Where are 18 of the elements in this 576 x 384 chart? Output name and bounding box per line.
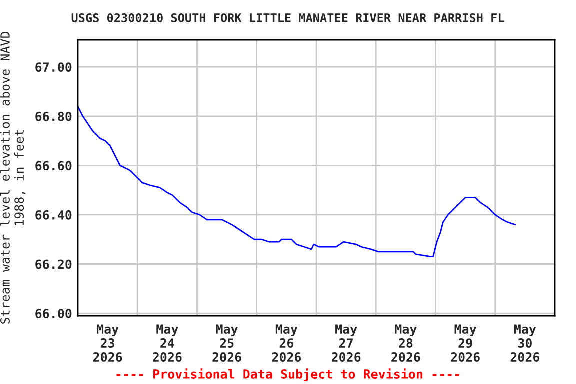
y-tick-label: 66.20 — [36, 260, 72, 270]
y-tick-label: 66.00 — [36, 309, 72, 318]
x-tick-label: May 29 2026 — [451, 324, 480, 362]
text: ---- Provisional Data Subject to Revision ---- — [116, 368, 460, 382]
x-tick-label: May 23 2026 — [93, 324, 122, 362]
x-tick-label: May 26 2026 — [272, 324, 302, 362]
x-tick-label: May 27 2026 — [332, 324, 361, 362]
y-tick-label: 66.40 — [36, 210, 72, 220]
line-series — [78, 106, 516, 258]
y-axis-title: Stream water level elevation above NAVD 1988, in feet — [0, 32, 26, 324]
x-tick-label: May 28 2026 — [392, 324, 420, 362]
y-tick-label: 66.60 — [36, 161, 72, 171]
chart-title: USGS 02300210 SOUTH FORK LITTLE MANATEE RIVER NEAR PARRISH FL — [72, 13, 504, 22]
x-tick-label: May 25 2026 — [212, 324, 242, 362]
x-tick-label: May 30 2026 — [510, 324, 540, 362]
x-tick-label: May 24 2026 — [153, 324, 182, 362]
y-tick-label: 66.80 — [36, 112, 72, 122]
y-tick-label: 67.00 — [36, 62, 72, 72]
